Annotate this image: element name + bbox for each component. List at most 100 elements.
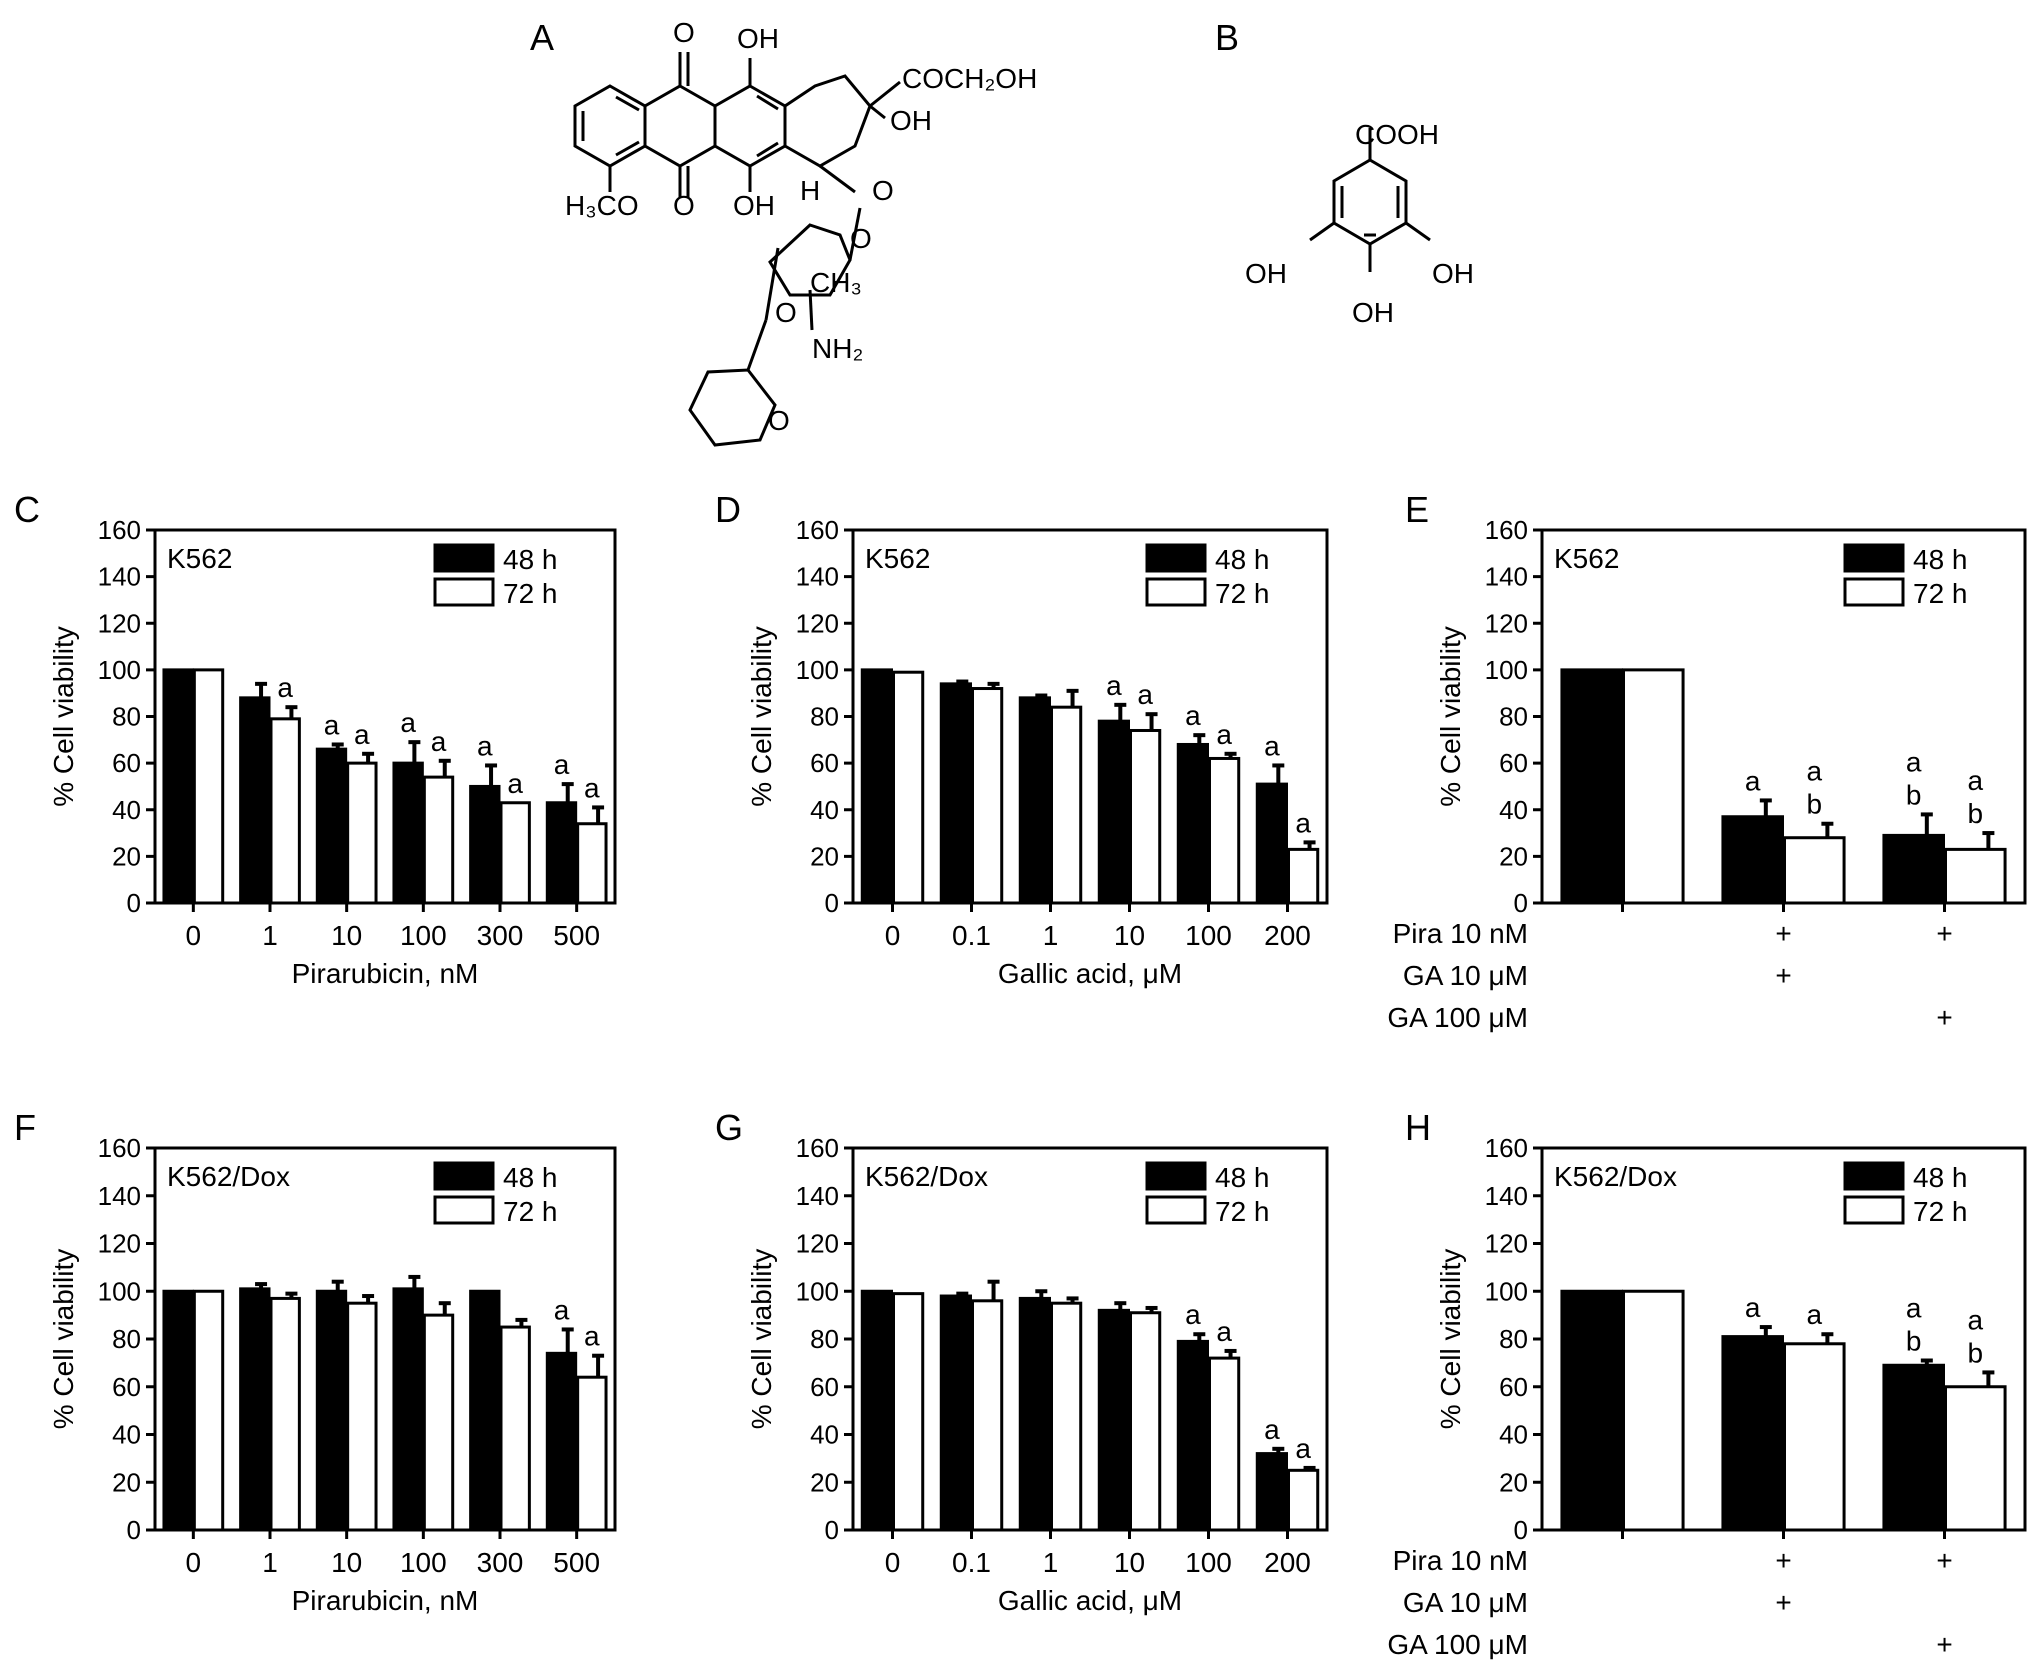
bar — [971, 1299, 1004, 1532]
bar — [1882, 833, 1946, 905]
x-tick-label: 10 — [331, 1547, 362, 1578]
x-tick-label: 0.1 — [952, 1547, 991, 1578]
panel-letter: H — [1405, 1107, 1431, 1148]
cell-line-label: K562 — [167, 543, 232, 574]
bar — [545, 801, 578, 905]
bar — [315, 1289, 348, 1532]
cell-line-label: K562/Dox — [865, 1161, 988, 1192]
treatment-label: Pira 10 nM — [1393, 1545, 1528, 1576]
bar — [1018, 696, 1052, 905]
bar — [192, 668, 225, 905]
cell-line-label: K562 — [1554, 543, 1619, 574]
x-axis-label: Pirarubicin, nM — [292, 1585, 479, 1616]
y-tick-label: 160 — [1485, 1133, 1528, 1163]
treatment-mark: + — [1775, 1545, 1791, 1576]
significance-label: a — [1264, 730, 1280, 761]
significance-label: a — [554, 749, 570, 780]
y-tick-label: 80 — [1499, 1324, 1528, 1354]
legend-label: 48 h — [1215, 1162, 1270, 1193]
legend-label: 48 h — [1215, 544, 1270, 575]
bar — [422, 1313, 455, 1532]
significance-label: a — [584, 1321, 600, 1352]
y-axis-label: % Cell viability — [1435, 1249, 1466, 1430]
bar — [1208, 1356, 1241, 1532]
x-axis-label: Pirarubicin, nM — [292, 958, 479, 989]
bar — [1050, 705, 1083, 905]
significance-label: a — [1216, 1316, 1232, 1347]
y-tick-label: 100 — [796, 1276, 839, 1306]
pirarubicin-structure — [573, 52, 901, 447]
y-tick-label: 40 — [1499, 795, 1528, 825]
treatment-label: GA 10 μM — [1403, 960, 1528, 991]
x-axis-label: Gallic acid, μM — [998, 1585, 1182, 1616]
bar — [315, 747, 348, 905]
y-tick-label: 80 — [810, 1324, 839, 1354]
bar — [971, 687, 1004, 905]
treatment-label: GA 10 μM — [1403, 1587, 1528, 1618]
bar — [239, 696, 271, 905]
structure-a-o-thp: O — [768, 405, 790, 436]
y-tick-label: 120 — [98, 1229, 141, 1259]
bar — [499, 1325, 531, 1532]
significance-label: a — [277, 672, 293, 703]
bar — [1882, 1363, 1946, 1532]
bar — [469, 1289, 501, 1532]
significance-label: a — [1806, 756, 1822, 787]
legend-label: 72 h — [503, 578, 558, 609]
significance-label: a — [354, 719, 370, 750]
y-tick-label: 160 — [796, 515, 839, 545]
bar — [939, 682, 973, 905]
chart-panel-h: H 0 20 40 60 80 100 120 140 160 % Cell viability K5… — [1387, 1107, 2027, 1660]
significance-label: b — [1967, 798, 1983, 829]
legend-label: 72 h — [503, 1196, 558, 1227]
significance-label: a — [1906, 1292, 1922, 1323]
y-axis-label: % Cell viability — [746, 1249, 777, 1430]
gallic-acid-labels: B COOH OH OH OH — [1215, 17, 1474, 328]
y-tick-label: 80 — [112, 702, 141, 732]
treatment-mark: + — [1936, 1002, 1952, 1033]
significance-label: b — [1967, 1337, 1983, 1368]
x-tick-label: 0 — [885, 920, 901, 951]
y-tick-label: 100 — [1485, 655, 1528, 685]
significance-label: a — [1106, 670, 1122, 701]
treatment-mark: + — [1775, 918, 1791, 949]
bar — [346, 761, 378, 905]
y-tick-label: 40 — [810, 795, 839, 825]
bar — [1176, 1339, 1210, 1532]
x-tick-label: 300 — [477, 1547, 524, 1578]
bar — [1783, 1342, 1846, 1532]
significance-label: a — [1967, 1304, 1983, 1335]
legend-label: 48 h — [1913, 544, 1968, 575]
legend-swatch — [1145, 1161, 1207, 1191]
structure-a-cooh: COCH₂OH — [902, 63, 1037, 94]
bar — [860, 1289, 894, 1532]
y-tick-label: 60 — [1499, 1372, 1528, 1402]
bar — [1944, 1385, 2007, 1532]
x-tick-label: 10 — [1114, 920, 1145, 951]
panel-letter: F — [14, 1107, 36, 1148]
chart-panel-e: E 0 20 40 60 80 100 120 140 160 % Cell viability K5… — [1387, 489, 2027, 1033]
y-tick-label: 160 — [796, 1133, 839, 1163]
bar — [892, 670, 925, 905]
x-tick-label: 0 — [885, 1547, 901, 1578]
bar — [162, 1289, 194, 1532]
y-axis-label: % Cell viability — [1435, 626, 1466, 807]
x-tick-label: 100 — [1185, 920, 1232, 951]
legend-swatch — [1145, 543, 1207, 573]
x-tick-label: 1 — [1043, 1547, 1059, 1578]
bar — [422, 775, 455, 905]
bar — [576, 822, 608, 905]
x-tick-label: 100 — [1185, 1547, 1232, 1578]
bar — [346, 1301, 378, 1532]
legend-swatch — [1145, 577, 1207, 607]
y-axis-label: % Cell viability — [746, 626, 777, 807]
y-tick-label: 140 — [796, 562, 839, 592]
structure-a-oh-bottom: OH — [733, 190, 775, 221]
structure-a-o-link: O — [872, 175, 894, 206]
legend-label: 48 h — [1913, 1162, 1968, 1193]
y-tick-label: 20 — [112, 841, 141, 871]
y-tick-label: 40 — [1499, 1420, 1528, 1450]
legend-label: 48 h — [503, 544, 558, 575]
treatment-label: GA 100 μM — [1387, 1002, 1528, 1033]
